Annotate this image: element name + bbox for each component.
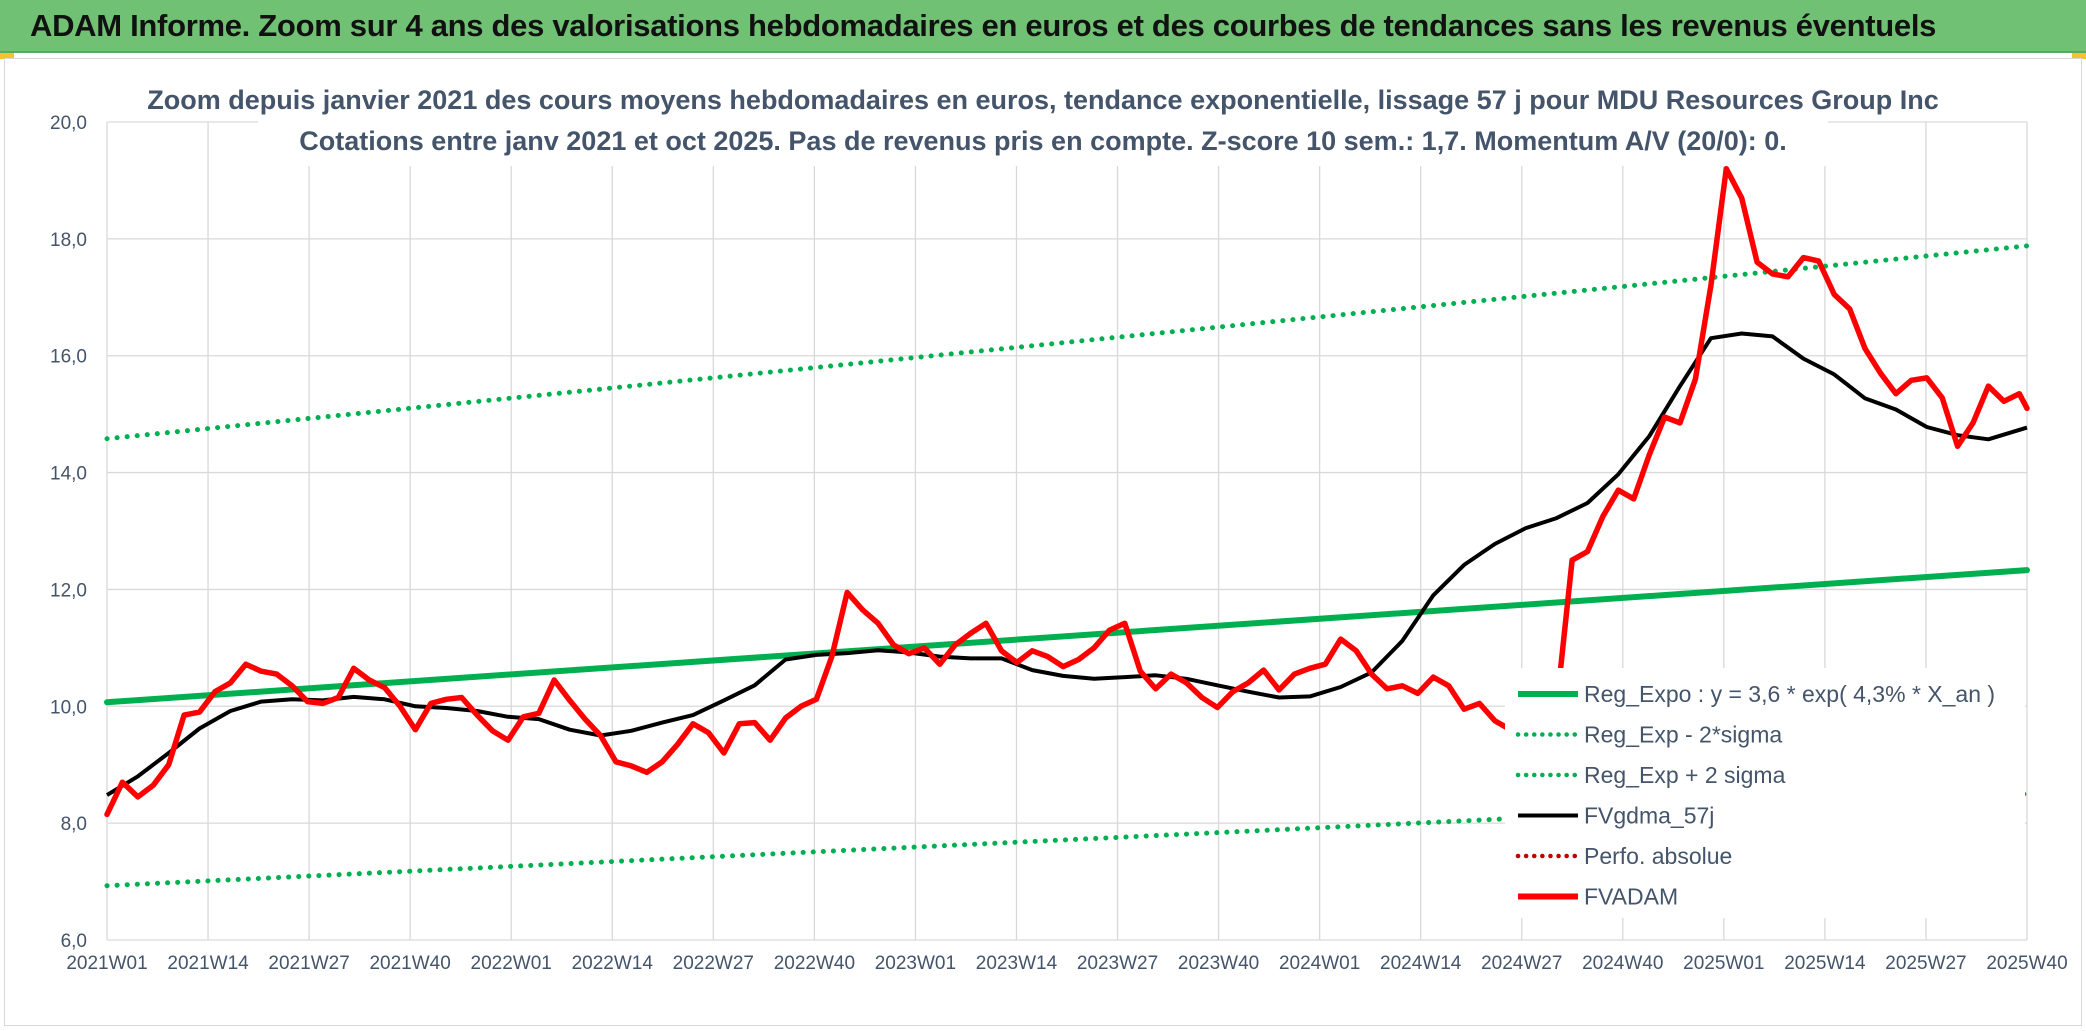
- legend-label: FVgdma_57j: [1584, 803, 1714, 829]
- y-tick-label: 20,0: [50, 113, 87, 134]
- x-tick-label: 2022W14: [572, 953, 654, 974]
- series-layer: [104, 165, 2030, 889]
- x-tick-label: 2024W14: [1380, 953, 1462, 974]
- x-tick-label: 2023W27: [1077, 953, 1158, 974]
- x-tick-label: 2022W01: [471, 953, 552, 974]
- x-tick-label: 2023W14: [976, 953, 1058, 974]
- x-tick-label: 2021W40: [369, 953, 450, 974]
- x-tick-label: 2025W14: [1784, 953, 1866, 974]
- y-tick-label: 18,0: [50, 230, 87, 251]
- x-axis-ticks: 2021W01 2021W14 2021W27 2021W40 2022W01 2022W…: [66, 953, 2067, 974]
- x-tick-label: 2022W27: [673, 953, 754, 974]
- y-tick-label: 12,0: [50, 580, 87, 601]
- x-tick-label: 2023W01: [875, 953, 956, 974]
- x-tick-label: 2025W27: [1885, 953, 1966, 974]
- x-tick-label: 2025W40: [1986, 953, 2067, 974]
- chart-title-line-1: Zoom depuis janvier 2021 des cours moyen…: [147, 85, 1939, 115]
- y-tick-label: 10,0: [50, 697, 87, 718]
- series-line-reg-exp-2-sigma: [104, 243, 2030, 442]
- legend-label: FVADAM: [1584, 884, 1678, 910]
- x-tick-label: 2021W27: [268, 953, 349, 974]
- y-tick-label: 14,0: [50, 464, 87, 485]
- y-axis-ticks: 6,0 8,0 10,0 12,0 14,0 16,0 18,0 20,0: [50, 113, 87, 952]
- x-tick-label: 2024W27: [1481, 953, 1562, 974]
- x-tick-label: 2023W40: [1178, 953, 1259, 974]
- legend: Reg_Expo : y = 3,6 * exp( 4,3% * X_an ) R…: [1505, 668, 2025, 918]
- x-tick-label: 2022W40: [774, 953, 855, 974]
- x-tick-label: 2024W01: [1279, 953, 1360, 974]
- legend-label: Reg_Exp - 2*sigma: [1584, 722, 1782, 748]
- series-line-fvadam: [104, 165, 2030, 818]
- title-backdrop: [258, 78, 1828, 166]
- legend-label: Reg_Exp + 2 sigma: [1584, 762, 1786, 788]
- legend-backdrop: [1505, 668, 2025, 918]
- legend-label: Perfo. absolue: [1584, 843, 1732, 869]
- x-tick-label: 2021W14: [167, 953, 249, 974]
- banner-accent-right: [2072, 53, 2086, 59]
- report-title: ADAM Informe. Zoom sur 4 ans des valoris…: [30, 8, 1937, 43]
- chart-frame: [4, 58, 2082, 1026]
- x-tick-label: 2025W01: [1683, 953, 1764, 974]
- chart-title-line-2: Cotations entre janv 2021 et oct 2025. P…: [299, 126, 1787, 156]
- legend-label: Reg_Expo : y = 3,6 * exp( 4,3% * X_an ): [1584, 681, 1995, 707]
- banner-accent-left: [0, 53, 14, 59]
- y-tick-label: 6,0: [61, 931, 87, 952]
- series-line-reg-expo: [104, 567, 2030, 706]
- x-tick-label: 2024W40: [1582, 953, 1663, 974]
- report-banner: ADAM Informe. Zoom sur 4 ans des valoris…: [0, 0, 2086, 53]
- x-tick-label: 2021W01: [66, 953, 147, 974]
- y-tick-label: 8,0: [61, 814, 87, 835]
- series-line-reg-exp-2-sigma: [104, 791, 2030, 889]
- chart-title: Zoom depuis janvier 2021 des cours moyen…: [147, 78, 1939, 166]
- y-tick-label: 16,0: [50, 347, 87, 368]
